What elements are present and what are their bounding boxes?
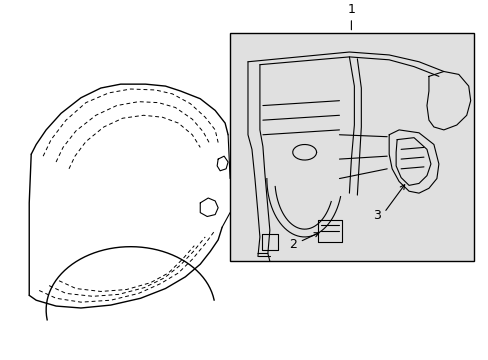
Text: 1: 1 <box>347 3 355 16</box>
Bar <box>230 32 473 261</box>
Text: 2: 2 <box>288 238 296 251</box>
Text: 3: 3 <box>372 209 381 222</box>
